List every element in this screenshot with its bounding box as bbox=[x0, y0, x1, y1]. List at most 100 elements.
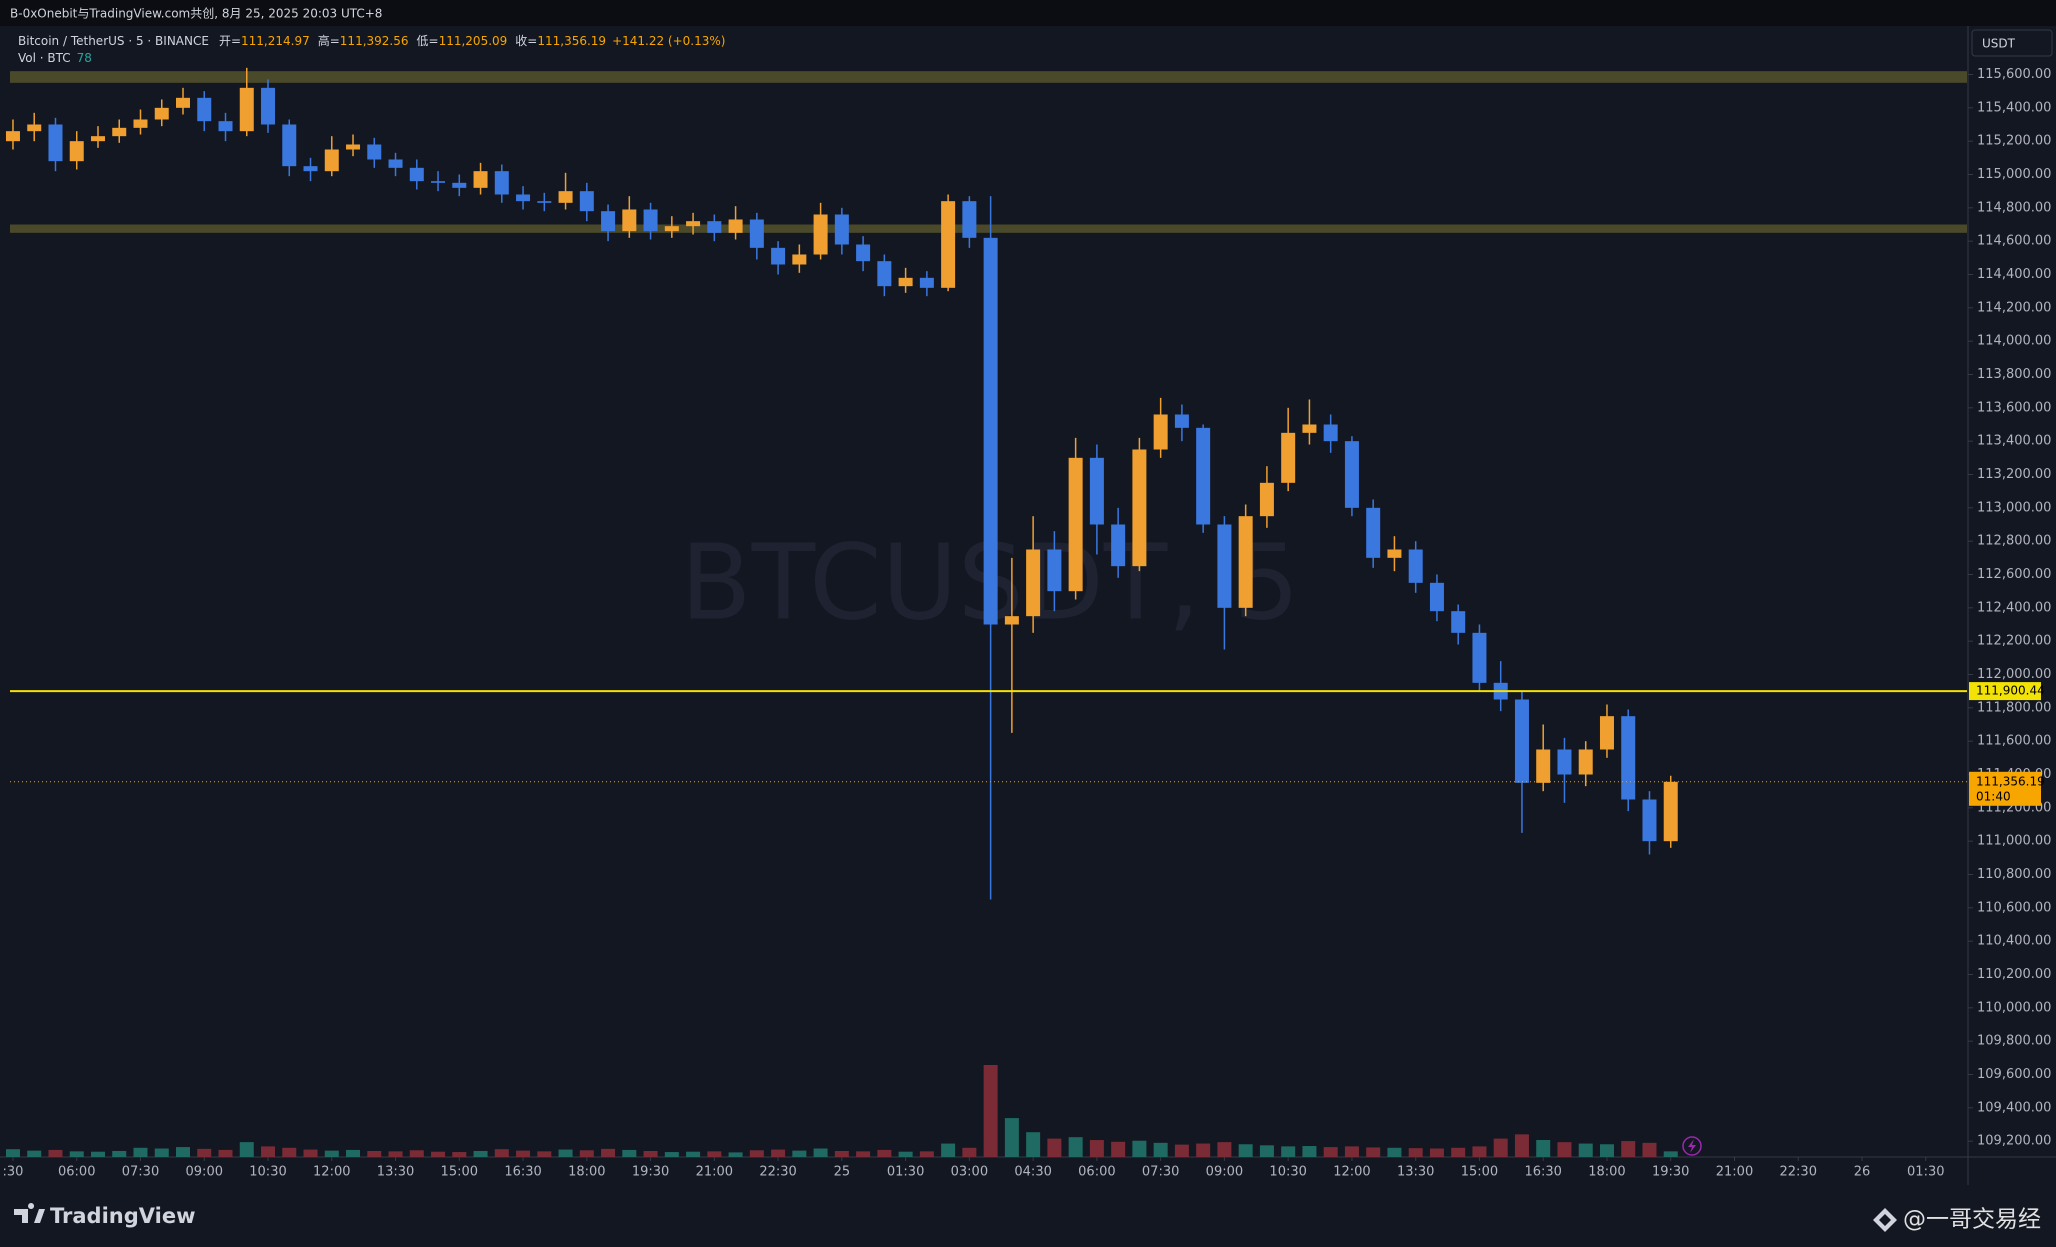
x-tick-label: 06:00 bbox=[1078, 1165, 1115, 1180]
candle-body bbox=[1153, 414, 1168, 450]
volume-bar bbox=[919, 1151, 934, 1157]
candle-body bbox=[1132, 449, 1147, 567]
last-price-tag bbox=[1969, 771, 2041, 806]
volume-bar bbox=[1621, 1141, 1636, 1157]
x-tick-label: 07:30 bbox=[122, 1165, 159, 1180]
countdown: 01:40 bbox=[1976, 789, 2011, 803]
volume-bar bbox=[431, 1151, 446, 1157]
volume-bar bbox=[622, 1149, 637, 1157]
candle-body bbox=[1323, 424, 1338, 442]
author: @一哥交易经 bbox=[1903, 1207, 2041, 1233]
volume-bar bbox=[1514, 1134, 1529, 1157]
volume-bar bbox=[324, 1150, 339, 1157]
author-icon bbox=[1873, 1208, 1897, 1232]
candle-body bbox=[282, 124, 297, 167]
volume-bar bbox=[112, 1150, 127, 1157]
y-tick-label: 110,400.00 bbox=[1977, 934, 2051, 949]
candle-body bbox=[494, 171, 509, 195]
candle-body bbox=[197, 97, 212, 122]
y-tick-label: 112,400.00 bbox=[1977, 600, 2051, 615]
x-tick-label: 21:00 bbox=[1716, 1165, 1753, 1180]
x-tick-label: 13:30 bbox=[1397, 1165, 1434, 1180]
candle-body bbox=[1429, 582, 1444, 612]
volume-bar bbox=[197, 1148, 212, 1157]
y-tick-label: 112,200.00 bbox=[1977, 634, 2051, 649]
volume-bar bbox=[771, 1149, 786, 1157]
ohlc-value: 111,214.97 bbox=[241, 34, 310, 48]
candle-body bbox=[1281, 432, 1296, 483]
candle-body bbox=[877, 261, 892, 287]
alert-icon[interactable] bbox=[1682, 1136, 1702, 1156]
brand[interactable]: TradingView bbox=[50, 1204, 195, 1228]
volume-bar bbox=[1344, 1146, 1359, 1157]
currency-box bbox=[1971, 29, 2053, 57]
candle-body bbox=[1578, 749, 1593, 775]
x-tick-label: 16:30 bbox=[1524, 1165, 1561, 1180]
volume-bar bbox=[133, 1147, 148, 1157]
x-tick-label: 16:30 bbox=[504, 1165, 541, 1180]
candle-body bbox=[1196, 427, 1211, 525]
candle-body bbox=[473, 171, 488, 188]
y-tick-label: 109,600.00 bbox=[1977, 1067, 2051, 1082]
candle-body bbox=[1366, 507, 1381, 558]
x-tick-label: 03:00 bbox=[951, 1165, 988, 1180]
candle-body bbox=[1302, 424, 1317, 433]
volume-bar bbox=[962, 1147, 977, 1157]
volume-bar bbox=[941, 1143, 956, 1157]
candle-body bbox=[239, 87, 254, 132]
candle-body bbox=[1174, 414, 1189, 428]
volume-value: 78 bbox=[77, 51, 92, 65]
x-tick-label: 19:30 bbox=[632, 1165, 669, 1180]
x-tick-label: 25 bbox=[834, 1165, 851, 1180]
candle-body bbox=[707, 221, 722, 233]
volume-bar bbox=[749, 1150, 764, 1157]
x-tick-label: :30 bbox=[3, 1165, 24, 1180]
candle-body bbox=[516, 194, 531, 202]
y-tick-label: 112,000.00 bbox=[1977, 667, 2051, 682]
y-tick-label: 112,600.00 bbox=[1977, 567, 2051, 582]
x-tick-label: 10:30 bbox=[249, 1165, 286, 1180]
candle-body bbox=[1026, 549, 1041, 617]
volume-bar bbox=[239, 1142, 254, 1157]
volume-bar bbox=[1004, 1118, 1019, 1157]
volume-bar bbox=[686, 1151, 701, 1157]
candle-body bbox=[1047, 549, 1062, 592]
candle-body bbox=[1344, 441, 1359, 508]
currency: USDT bbox=[1982, 37, 2016, 51]
volume-bar bbox=[558, 1149, 573, 1157]
candle-body bbox=[1217, 524, 1232, 608]
volume-bar bbox=[1174, 1144, 1189, 1157]
volume-bar bbox=[176, 1147, 191, 1157]
volume-bar bbox=[1302, 1146, 1317, 1157]
volume-bar bbox=[792, 1150, 807, 1157]
candle-body bbox=[261, 87, 276, 125]
candle-body bbox=[1536, 749, 1551, 783]
candle-body bbox=[558, 191, 573, 203]
x-tick-label: 15:00 bbox=[441, 1165, 478, 1180]
y-tick-label: 113,800.00 bbox=[1977, 367, 2051, 382]
candle-body bbox=[324, 149, 339, 172]
volume-bar bbox=[1451, 1147, 1466, 1157]
volume-bar bbox=[261, 1146, 276, 1157]
x-tick-label: 04:30 bbox=[1014, 1165, 1051, 1180]
x-tick-label: 21:00 bbox=[696, 1165, 733, 1180]
volume-bar bbox=[516, 1150, 531, 1157]
volume-bar bbox=[494, 1149, 509, 1157]
candle-body bbox=[5, 131, 20, 142]
volume-label: Vol · BTC bbox=[18, 51, 71, 65]
volume-bar bbox=[69, 1151, 84, 1157]
y-tick-label: 113,600.00 bbox=[1977, 400, 2051, 415]
candle-body bbox=[792, 254, 807, 265]
candle-body bbox=[218, 121, 233, 132]
y-tick-label: 113,200.00 bbox=[1977, 467, 2051, 482]
volume-bar bbox=[154, 1148, 169, 1157]
x-tick-label: 01:30 bbox=[887, 1165, 924, 1180]
volume-bar bbox=[5, 1149, 20, 1157]
candle-body bbox=[537, 201, 552, 203]
y-tick-label: 114,200.00 bbox=[1977, 300, 2051, 315]
legend: Bitcoin / TetherUS · 5 · BINANCE 开=111,21… bbox=[18, 33, 725, 48]
header-title: B-0xOnebit与TradingView.com共创, 8月 25, 202… bbox=[10, 7, 382, 21]
volume-bar bbox=[90, 1151, 105, 1157]
candle-body bbox=[69, 141, 84, 162]
ohlc-label: 开= bbox=[219, 34, 241, 48]
